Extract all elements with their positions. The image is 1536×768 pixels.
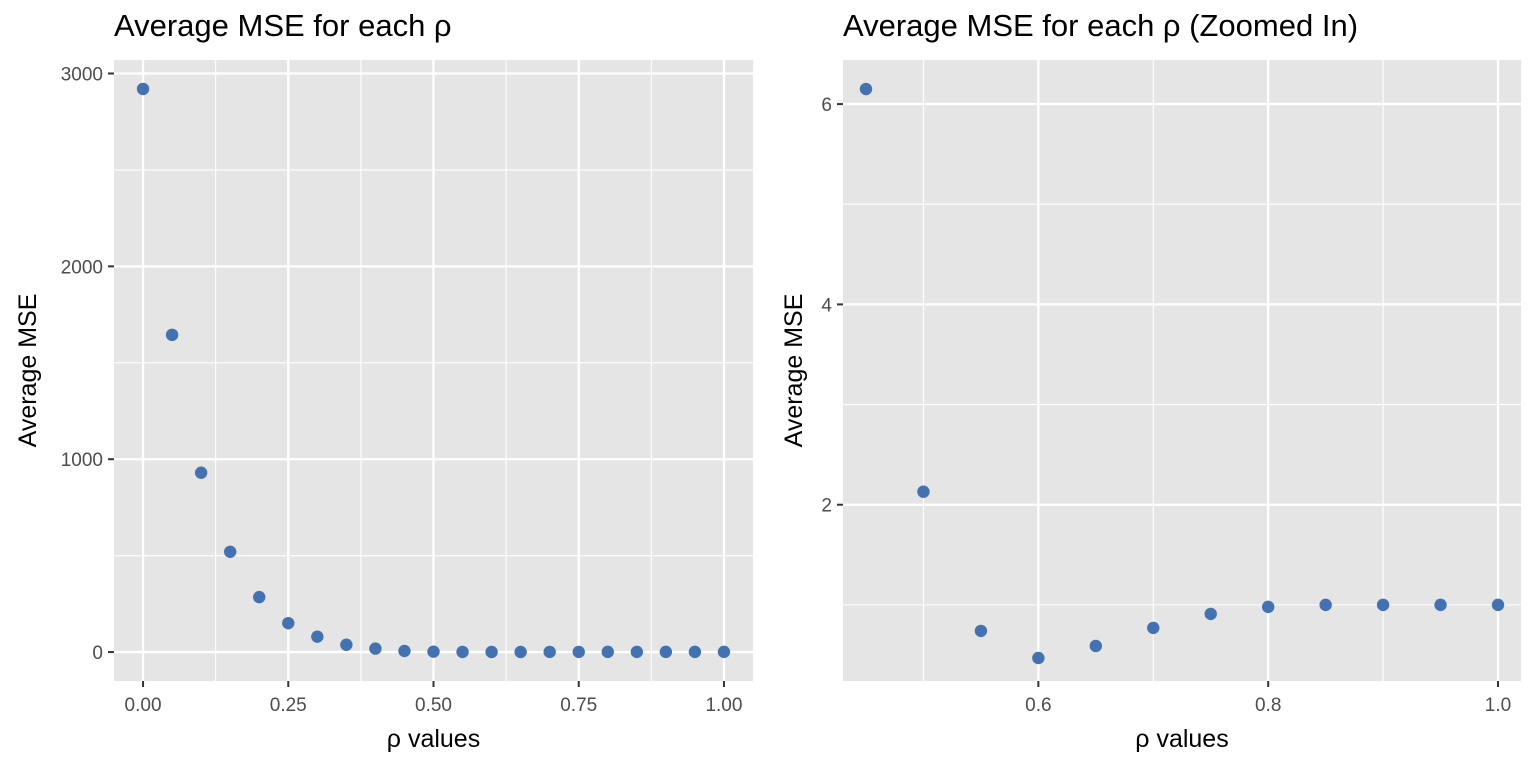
left-data-point (630, 645, 644, 659)
left-data-point (194, 466, 208, 479)
left-y-tick-label: 2000 (61, 257, 103, 278)
left-x-tick-label: 0.25 (270, 695, 307, 716)
left-x-tick-label: 0.50 (415, 695, 452, 716)
right-data-point (1147, 621, 1160, 635)
left-data-point (340, 638, 353, 651)
right-data-point (1376, 598, 1390, 612)
right-x-tick-label: 1.0 (1485, 695, 1511, 716)
left-x-tick-label: 0.00 (125, 695, 162, 716)
right-y-tick-label: 2 (821, 496, 832, 517)
left-data-point (282, 616, 295, 630)
left-data-point (223, 545, 237, 558)
right-data-point (1089, 639, 1103, 653)
left-x-tick-label: 1.00 (705, 695, 742, 716)
right-data-point (859, 82, 873, 96)
left-data-point (427, 645, 440, 658)
left-x-axis-title: ρ values (387, 725, 480, 753)
right-y-tick-label: 4 (821, 295, 832, 316)
right-y-tick-label: 6 (821, 95, 832, 116)
right-data-point (1261, 600, 1275, 614)
left-data-point (485, 645, 498, 659)
left-data-point (572, 645, 585, 659)
right-data-point (917, 485, 930, 498)
left-data-point (456, 645, 469, 659)
left-data-point (398, 644, 411, 658)
left-data-point (165, 328, 179, 342)
left-y-axis-title: Average MSE (14, 294, 42, 448)
left-data-point (601, 645, 614, 659)
right-x-axis-title: ρ values (1135, 725, 1228, 753)
left-data-point (311, 630, 324, 643)
right-data-point (1032, 651, 1045, 665)
left-data-point (253, 590, 266, 604)
left-chart-title: Average MSE for each ρ (114, 8, 452, 43)
right-data-point (1491, 598, 1505, 612)
right-data-point (1319, 598, 1332, 612)
left-y-tick-label: 1000 (61, 450, 103, 471)
right-x-tick-label: 0.8 (1255, 695, 1281, 716)
right-x-tick-label: 0.6 (1025, 695, 1051, 716)
left-data-point (717, 645, 731, 659)
left-data-point (688, 645, 702, 659)
right-panel-background (843, 60, 1521, 681)
left-y-tick-label: 3000 (61, 65, 103, 86)
left-data-point (514, 645, 527, 659)
left-data-point (136, 82, 150, 96)
left-y-tick-label: 0 (92, 643, 103, 664)
right-data-point (1204, 607, 1217, 621)
right-y-axis-title: Average MSE (780, 294, 808, 448)
right-data-point (1434, 598, 1447, 612)
right-chart-title: Average MSE for each ρ (Zoomed In) (843, 8, 1359, 43)
left-data-point (369, 642, 382, 655)
right-data-point (974, 624, 988, 638)
left-data-point (659, 645, 673, 659)
left-data-point (543, 645, 556, 659)
left-x-tick-label: 0.75 (560, 695, 597, 716)
